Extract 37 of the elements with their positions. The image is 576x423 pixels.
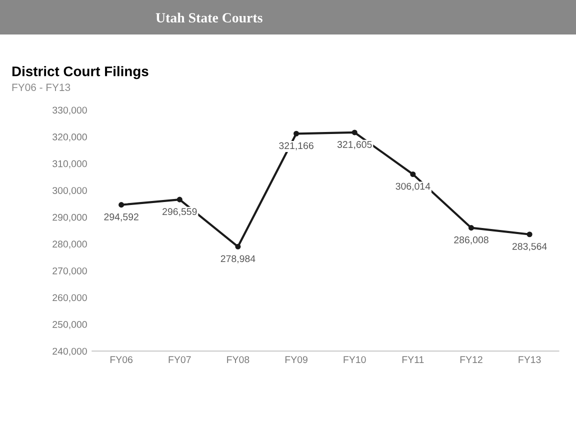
x-tick-label: FY06 (110, 356, 133, 364)
y-tick-label: 240,000 (52, 348, 87, 356)
y-tick-label: 330,000 (52, 106, 87, 115)
text: Utah State Courts (156, 12, 262, 23)
text: 321,166 (279, 142, 314, 150)
y-tick-label: 310,000 (52, 160, 87, 168)
point (235, 244, 241, 250)
x-tick-label: FY09 (285, 356, 308, 364)
chart-title: District Court Filings (12, 66, 148, 80)
x-tick-label: FY07 (168, 356, 191, 364)
point (468, 225, 474, 231)
y-tick-label: 260,000 (52, 294, 87, 302)
text: 294,592 (104, 213, 138, 222)
y-tick-label: 270,000 (52, 267, 87, 276)
y-tick-label: 280,000 (52, 240, 87, 249)
point (352, 130, 358, 136)
text: 286,008 (454, 236, 488, 244)
point (118, 202, 124, 208)
point (176, 196, 182, 202)
y-tick-label: 250,000 (52, 321, 87, 330)
point (526, 232, 532, 238)
text: 278,984 (220, 255, 256, 264)
x-tick-label: FY08 (227, 356, 250, 364)
text: 321,605 (337, 141, 372, 150)
chart-subtitle: FY06 - FY13 (12, 84, 70, 92)
text: 296,559 (162, 208, 197, 216)
x-tick-label: FY12 (460, 356, 482, 363)
point (294, 130, 300, 136)
y-tick-label: 320,000 (52, 134, 87, 142)
x-tick-label: FY11 (402, 356, 424, 363)
point (410, 171, 416, 178)
y-tick-label: 300,000 (52, 187, 87, 196)
text: 283,564 (512, 242, 547, 252)
y-tick-label: 290,000 (52, 214, 87, 222)
x-tick-label: FY13 (518, 356, 541, 364)
x-tick-label: FY10 (344, 356, 366, 364)
text: 306,014 (396, 182, 430, 191)
